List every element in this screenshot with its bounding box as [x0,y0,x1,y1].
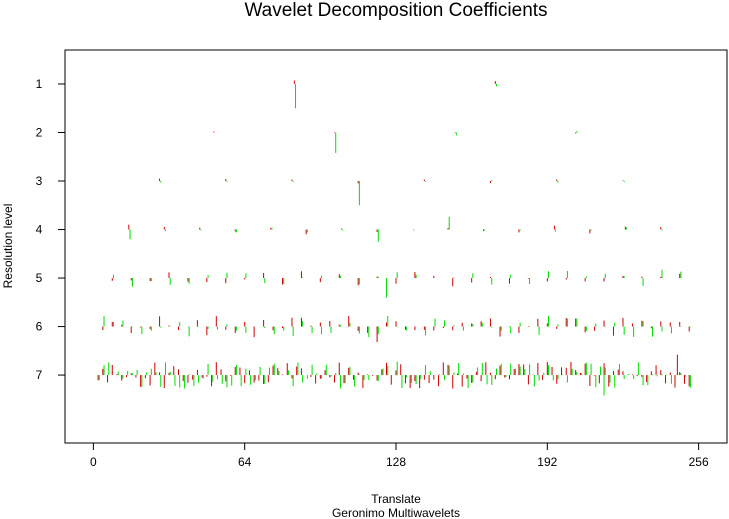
x-tick-label: 128 [386,455,406,469]
y-tick-label: 5 [36,271,43,285]
y-axis: 1 2 3 4 5 6 7 [36,77,66,382]
y-tick-label: 2 [36,125,43,139]
chart-subtitle: Geronimo Multiwavelets [332,506,460,519]
y-tick-label: 4 [36,223,43,237]
y-axis-label: Resolution level [1,204,15,289]
x-tick-label: 192 [537,455,557,469]
x-axis: 0 64 128 192 256 [90,442,709,469]
x-tick-label: 256 [689,455,709,469]
y-tick-label: 6 [36,320,43,334]
y-tick-label: 7 [36,368,43,382]
y-tick-label: 1 [36,77,43,91]
x-tick-label: 0 [90,455,97,469]
x-tick-label: 64 [238,455,252,469]
chart-title: Wavelet Decomposition Coefficients [244,0,547,21]
y-tick-label: 3 [36,174,43,188]
coefficient-marks [97,80,691,396]
x-axis-label: Translate [371,492,421,506]
